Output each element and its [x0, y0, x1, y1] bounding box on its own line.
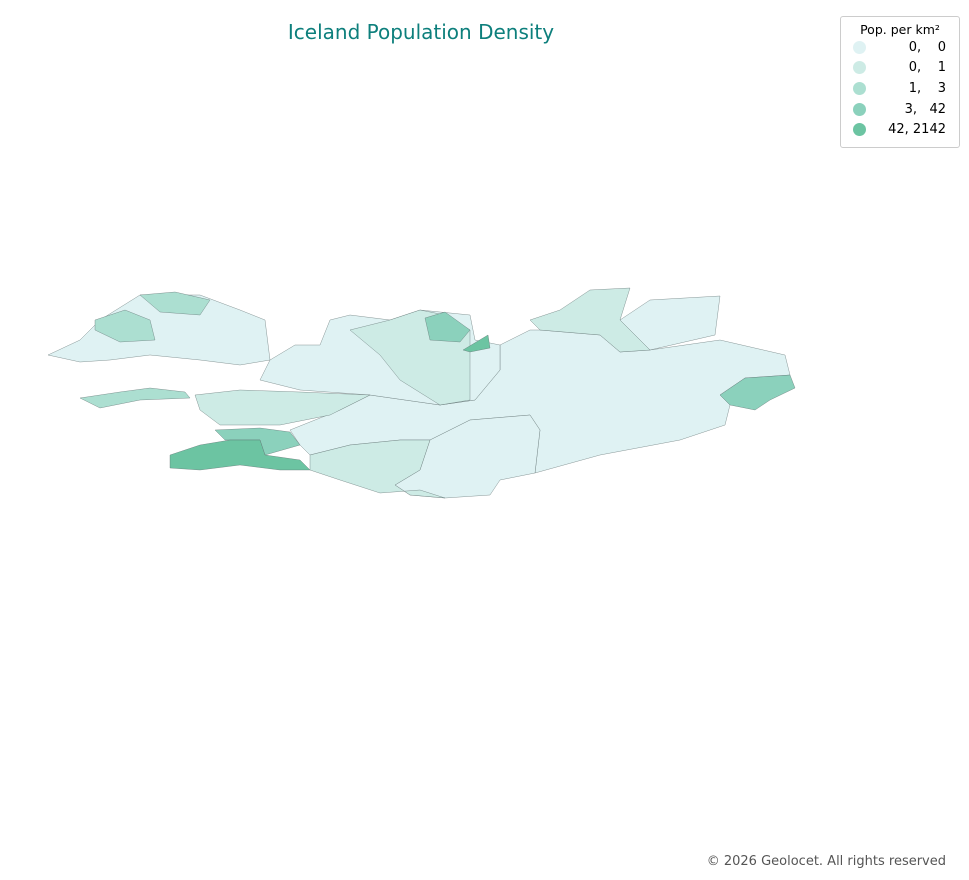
- legend-swatch: [853, 81, 866, 95]
- legend-swatch: [853, 40, 866, 54]
- region: [79, 387, 191, 409]
- legend-entry: 3, 42: [841, 99, 959, 120]
- region: [169, 439, 311, 471]
- legend-label: 0, 0: [908, 39, 946, 55]
- region: [462, 334, 491, 353]
- legend-swatch: [853, 102, 866, 116]
- legend-entry: 0, 1: [841, 58, 959, 79]
- legend-entry: 1, 3: [841, 78, 959, 99]
- region: [94, 309, 156, 343]
- legend-label: 3, 42: [904, 101, 946, 117]
- region: [139, 291, 211, 316]
- map-title: Iceland Population Density: [287, 20, 555, 44]
- legend-swatch: [853, 61, 866, 75]
- region: [424, 311, 471, 343]
- region: [309, 439, 446, 499]
- legend-entry: 0, 0: [841, 37, 959, 58]
- legend-label: 42, 2142: [888, 122, 946, 138]
- region: [194, 389, 371, 426]
- legend-label: 0, 1: [908, 60, 946, 76]
- region: [529, 287, 651, 353]
- legend-entries: 0, 0 0, 1 1, 3 3, 42 42, 2142: [841, 37, 959, 140]
- legend-swatch: [853, 123, 866, 137]
- region: [47, 294, 271, 366]
- region: [719, 374, 796, 411]
- legend-entry: 42, 2142: [841, 119, 959, 140]
- legend-label: 1, 3: [908, 80, 946, 96]
- regions: [47, 287, 796, 499]
- legend-title: Pop. per km²: [860, 22, 940, 37]
- copyright: © 2026 Geolocet. All rights reserved: [706, 854, 946, 869]
- legend: Pop. per km² 0, 0 0, 1 1, 3 3, 42 42, 2142: [840, 16, 960, 148]
